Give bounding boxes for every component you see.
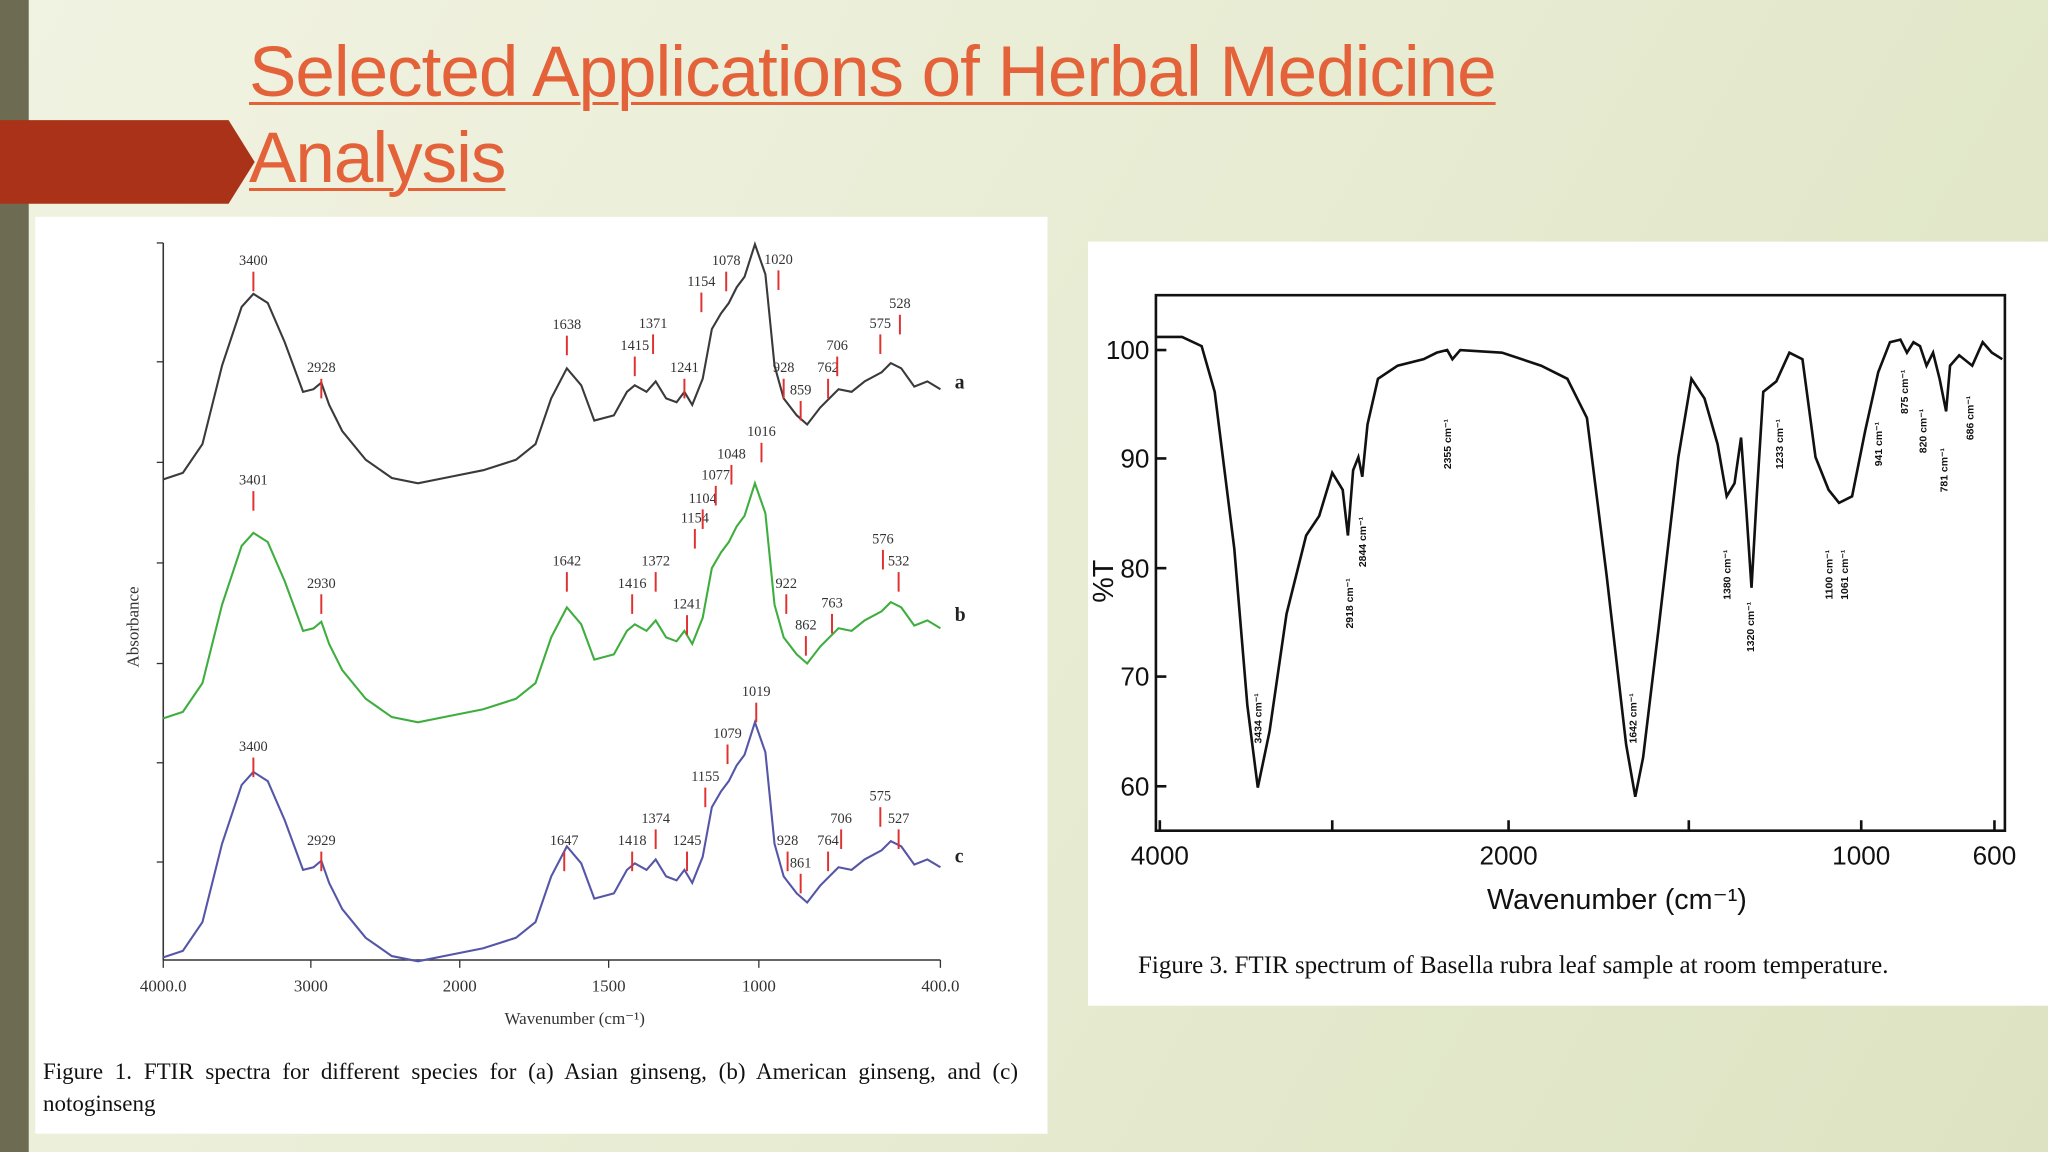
peak-label: 3400 xyxy=(239,739,268,755)
peak-label: 1642 xyxy=(552,554,581,570)
peak-label: 763 xyxy=(821,595,843,611)
peak-label: 2918 cm⁻¹ xyxy=(1344,578,1356,629)
peak-label: 1320 cm⁻¹ xyxy=(1745,601,1757,652)
x-axis-label: Wavenumber (cm⁻¹) xyxy=(1487,884,1747,916)
figure-1: 4000.0 3000 2000 1500 1000 400.0 Wavenumber (c… xyxy=(35,216,1048,1134)
peak-label: 1647 xyxy=(550,833,579,849)
spectrum xyxy=(1155,335,2003,797)
peak-label: 1416 xyxy=(618,576,647,592)
peak-label: 1415 xyxy=(620,338,649,354)
peak-label: 1418 xyxy=(618,833,647,849)
peak-label: 1374 xyxy=(641,811,670,827)
peak-label: 706 xyxy=(830,811,852,827)
x-tick-label: 3000 xyxy=(294,976,328,995)
x-tick-label: 4000 xyxy=(1131,841,1189,871)
figure-3: 100 90 80 70 60 4000 2000 1000 600 Wavenumber (cm… xyxy=(1088,241,2048,1006)
peak-label: 928 xyxy=(773,360,795,376)
x-tick-label: 400.0 xyxy=(921,976,959,995)
figure-background xyxy=(1088,241,2048,1006)
peak-label: 3400 xyxy=(239,253,268,269)
spectrum-label: a xyxy=(955,373,965,394)
x-tick-label: 2000 xyxy=(1480,841,1538,871)
peak-label: 706 xyxy=(826,338,848,354)
peak-label: 1245 xyxy=(673,833,702,849)
peak-label: 1061 cm⁻¹ xyxy=(1839,549,1851,600)
peak-label: 1048 xyxy=(717,446,746,462)
spectra xyxy=(162,240,941,963)
slide-title: Selected Applications of Herbal Medicine… xyxy=(249,33,1497,198)
peak-label: 781 cm⁻¹ xyxy=(1938,447,1950,492)
peak-label: 527 xyxy=(888,811,910,827)
x-tick-label: 1000 xyxy=(742,976,776,995)
y-tick-label: 70 xyxy=(1120,662,1149,692)
peak-label: 862 xyxy=(795,618,817,634)
y-tick-label: 80 xyxy=(1120,553,1149,583)
peak-label: 575 xyxy=(870,789,892,805)
peak-label: 1241 xyxy=(673,597,702,613)
peak-label: 762 xyxy=(817,360,839,376)
peak-label: 2928 xyxy=(307,360,336,376)
x-tick-label: 1500 xyxy=(592,976,626,995)
peak-label: 528 xyxy=(889,296,911,312)
peak-label: 1155 xyxy=(691,769,719,785)
x-tick-label: 1000 xyxy=(1832,841,1890,871)
peak-label: 576 xyxy=(872,531,894,547)
peak-label: 1154 xyxy=(681,510,709,526)
peak-label: 1019 xyxy=(742,684,771,700)
peak-label: 532 xyxy=(888,554,910,570)
y-tick-label: 90 xyxy=(1120,444,1149,474)
peak-label: 1020 xyxy=(764,252,793,268)
peak-label: 575 xyxy=(870,316,892,332)
figure-background xyxy=(35,216,1048,1134)
spectrum-label: b xyxy=(955,605,966,626)
peak-label: 861 xyxy=(790,855,812,871)
peak-label: 1079 xyxy=(713,726,742,742)
peak-label: 922 xyxy=(776,576,798,592)
peak-label: 764 xyxy=(817,833,839,849)
peak-label: 859 xyxy=(790,382,812,398)
peak-label: 1154 xyxy=(687,274,715,290)
peak-label: 2844 cm⁻¹ xyxy=(1357,516,1369,567)
x-tick-label: 4000.0 xyxy=(140,976,187,995)
peak-label: 1104 xyxy=(689,491,717,507)
y-axis-label: %T xyxy=(1088,560,1120,603)
peak-label: 1372 xyxy=(641,554,670,570)
peak-label: 941 cm⁻¹ xyxy=(1873,421,1885,466)
peak-label: 1233 cm⁻¹ xyxy=(1774,418,1786,469)
peak-label: 3434 cm⁻¹ xyxy=(1253,693,1265,744)
spectrum-line xyxy=(162,718,941,963)
plot-frame xyxy=(1154,293,2007,832)
peak-label: 686 cm⁻¹ xyxy=(1965,395,1977,440)
peak-label: 1371 xyxy=(639,316,668,332)
peak-label: 820 cm⁻¹ xyxy=(1918,408,1930,453)
x-tick-label: 2000 xyxy=(443,976,477,995)
peak-label: 1380 cm⁻¹ xyxy=(1722,549,1734,600)
y-axis-label: Absorbance xyxy=(123,586,142,667)
figure-caption: Figure 3. FTIR spectrum of Basella rubra… xyxy=(1138,952,1889,979)
peak-label: 1077 xyxy=(701,467,730,483)
peak-label: 928 xyxy=(777,833,799,849)
spectrum-line xyxy=(162,479,941,724)
peak-label: 1016 xyxy=(747,424,776,440)
spectrum-line xyxy=(162,240,941,485)
x-axis-label: Wavenumber (cm⁻¹) xyxy=(505,1009,645,1028)
peak-label: 2929 xyxy=(307,833,336,849)
x-tick-label: 600 xyxy=(1973,841,2017,871)
spectrum-label: c xyxy=(955,847,964,868)
peak-label: 875 cm⁻¹ xyxy=(1899,369,1911,414)
peak-label: 1078 xyxy=(712,253,741,269)
peak-label: 2930 xyxy=(307,576,336,592)
y-tick-label: 60 xyxy=(1120,771,1149,801)
y-tick-label: 100 xyxy=(1106,335,1150,365)
peak-label: 1100 cm⁻¹ xyxy=(1823,549,1835,599)
peak-label: 1241 xyxy=(670,360,699,376)
peak-label: 1638 xyxy=(552,317,581,333)
peak-label: 2355 cm⁻¹ xyxy=(1442,418,1454,469)
peak-label: 1642 cm⁻¹ xyxy=(1628,693,1640,744)
peak-label: 3401 xyxy=(239,473,268,489)
title-banner xyxy=(0,120,255,204)
figure-caption: Figure 1. FTIR spectra for different spe… xyxy=(43,1059,1018,1116)
